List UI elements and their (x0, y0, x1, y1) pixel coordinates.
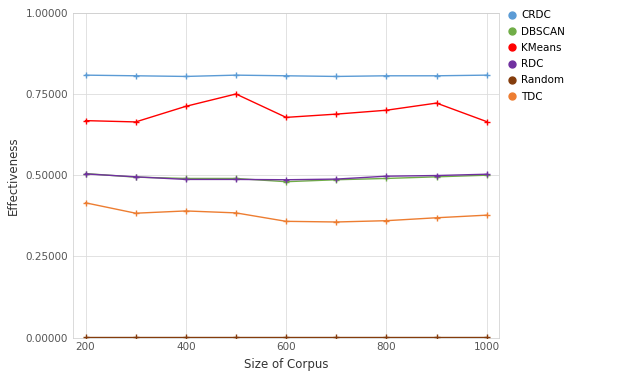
DBSCAN (383, 176, 390, 181)
CRDC (132, 74, 140, 78)
RDC (232, 177, 240, 182)
Line: TDC: TDC (83, 200, 490, 225)
X-axis label: Size of Corpus: Size of Corpus (244, 358, 328, 371)
KMeans (433, 101, 440, 105)
KMeans (182, 104, 189, 108)
KMeans (282, 115, 290, 120)
KMeans (332, 112, 340, 116)
RDC (433, 173, 440, 178)
CRDC (182, 74, 189, 79)
TDC (383, 218, 390, 223)
TDC (182, 209, 189, 213)
CRDC (483, 73, 490, 77)
RDC (132, 175, 140, 179)
DBSCAN (332, 178, 340, 182)
DBSCAN (433, 175, 440, 179)
DBSCAN (82, 171, 90, 176)
Y-axis label: Effectiveness: Effectiveness (7, 136, 20, 214)
CRDC (232, 73, 240, 77)
KMeans (82, 118, 90, 123)
DBSCAN (282, 180, 290, 184)
RDC (82, 172, 90, 176)
TDC (132, 211, 140, 215)
Random (483, 335, 490, 339)
CRDC (82, 73, 90, 77)
TDC (282, 219, 290, 224)
Random (182, 335, 189, 339)
CRDC (332, 74, 340, 79)
RDC (282, 178, 290, 182)
Random (132, 335, 140, 339)
DBSCAN (232, 176, 240, 181)
Line: CRDC: CRDC (83, 72, 490, 79)
KMeans (383, 108, 390, 113)
TDC (332, 220, 340, 224)
Random (332, 335, 340, 339)
RDC (383, 174, 390, 178)
KMeans (132, 120, 140, 124)
Random (433, 335, 440, 339)
Line: Random: Random (83, 334, 490, 340)
Random (232, 335, 240, 339)
RDC (483, 172, 490, 177)
TDC (82, 201, 90, 205)
RDC (182, 177, 189, 182)
Random (282, 335, 290, 339)
Random (383, 335, 390, 339)
CRDC (282, 74, 290, 78)
Legend: CRDC, DBSCAN, KMeans, RDC, Random, TDC: CRDC, DBSCAN, KMeans, RDC, Random, TDC (504, 6, 569, 106)
Line: DBSCAN: DBSCAN (83, 171, 490, 184)
DBSCAN (483, 173, 490, 177)
RDC (332, 177, 340, 181)
TDC (232, 211, 240, 215)
DBSCAN (132, 175, 140, 180)
Random (82, 335, 90, 339)
DBSCAN (182, 176, 189, 181)
KMeans (232, 92, 240, 96)
TDC (483, 213, 490, 217)
Line: KMeans: KMeans (83, 91, 490, 125)
Line: RDC: RDC (83, 171, 490, 183)
CRDC (383, 74, 390, 78)
KMeans (483, 119, 490, 124)
TDC (433, 215, 440, 220)
CRDC (433, 74, 440, 78)
